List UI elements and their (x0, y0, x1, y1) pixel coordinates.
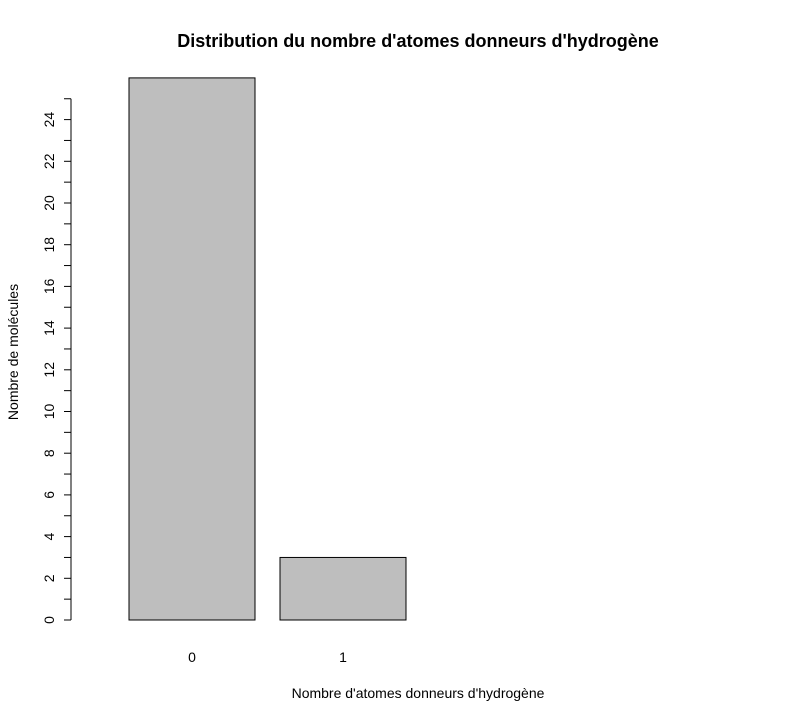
bars-group (128, 77, 407, 621)
y-tick-label: 24 (41, 112, 57, 128)
chart-title: Distribution du nombre d'atomes donneurs… (177, 31, 659, 51)
y-tick-label: 0 (41, 616, 57, 624)
x-tick-label: 0 (188, 649, 196, 665)
y-tick-label: 18 (41, 237, 57, 253)
y-tick-label: 20 (41, 195, 57, 211)
y-axis-label: Nombre de molécules (5, 284, 21, 420)
y-tick-label: 10 (41, 404, 57, 420)
x-tick-label: 1 (339, 649, 347, 665)
y-tick-label: 4 (41, 532, 57, 540)
bar-1 (279, 556, 407, 621)
y-tick-label: 6 (41, 491, 57, 499)
y-tick-label: 22 (41, 153, 57, 169)
y-tick-label: 16 (41, 278, 57, 294)
bar-0 (128, 77, 256, 621)
y-tick-label: 2 (41, 574, 57, 582)
y-tick-label: 8 (41, 449, 57, 457)
x-axis-label: Nombre d'atomes donneurs d'hydrogène (292, 685, 545, 701)
y-tick-label: 14 (41, 320, 57, 336)
y-tick-label: 12 (41, 362, 57, 378)
